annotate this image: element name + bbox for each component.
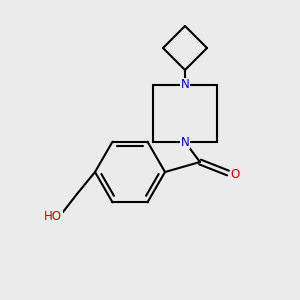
Text: O: O [230,167,240,181]
Text: N: N [181,79,189,92]
Text: N: N [181,136,189,148]
Text: HO: HO [44,209,62,223]
